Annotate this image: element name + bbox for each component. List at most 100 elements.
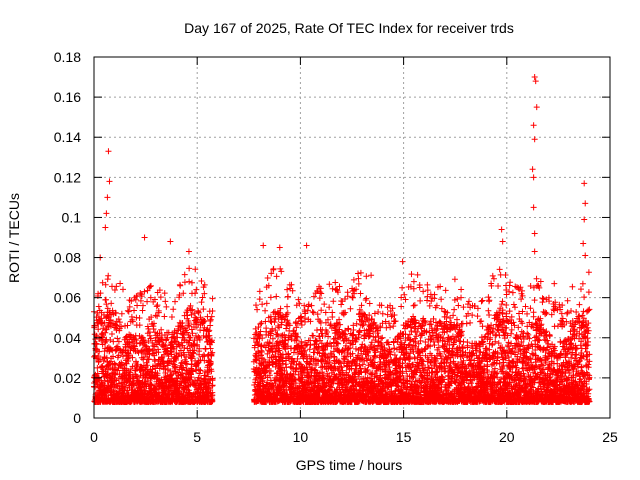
data-point — [371, 310, 378, 317]
data-point — [112, 310, 119, 317]
data-point — [200, 327, 207, 334]
data-point — [141, 339, 148, 346]
data-point — [428, 298, 435, 305]
data-point — [267, 294, 274, 301]
data-point — [147, 283, 154, 290]
data-point — [153, 303, 160, 310]
data-point — [130, 342, 137, 349]
data-point — [186, 278, 193, 285]
data-point — [192, 290, 199, 297]
data-point — [157, 294, 164, 301]
data-point — [181, 271, 188, 278]
data-point — [158, 326, 165, 333]
data-point — [344, 289, 351, 296]
data-point — [136, 322, 143, 329]
data-point — [170, 306, 177, 313]
data-point — [195, 308, 202, 315]
data-point — [188, 311, 195, 318]
data-point — [163, 303, 170, 310]
data-point — [120, 353, 127, 360]
data-point — [112, 371, 119, 378]
data-point — [118, 310, 125, 317]
data-point — [161, 290, 168, 297]
data-point — [114, 367, 121, 374]
data-point — [95, 303, 102, 310]
data-point — [308, 302, 315, 309]
data-point — [363, 295, 370, 302]
data-point — [165, 353, 172, 360]
data-point — [168, 313, 175, 320]
data-point — [420, 288, 427, 295]
data-point — [139, 302, 146, 309]
data-point — [259, 301, 266, 308]
data-point — [350, 326, 357, 333]
data-point — [97, 290, 104, 297]
data-point — [379, 334, 386, 341]
data-point — [174, 378, 181, 385]
data-point — [209, 295, 216, 302]
data-point — [116, 319, 123, 326]
data-point — [256, 288, 263, 295]
data-point — [96, 348, 103, 355]
data-point — [329, 285, 336, 292]
data-point — [442, 287, 449, 294]
data-point — [97, 356, 104, 363]
data-point — [154, 313, 161, 320]
data-point — [125, 352, 132, 359]
data-point — [410, 302, 417, 309]
data-point — [107, 336, 114, 343]
data-point — [94, 364, 101, 371]
data-point — [144, 298, 151, 305]
data-point — [104, 276, 111, 283]
data-point — [184, 312, 191, 319]
data-point — [147, 282, 154, 289]
data-point — [368, 272, 375, 279]
data-point — [124, 322, 131, 329]
data-point — [326, 281, 333, 288]
data-point — [262, 307, 269, 314]
data-point — [136, 377, 143, 384]
data-point — [91, 322, 98, 329]
data-point — [417, 297, 424, 304]
data-point — [95, 290, 102, 297]
data-point — [424, 281, 431, 288]
data-point — [273, 273, 280, 280]
data-point — [128, 297, 135, 304]
data-point — [119, 361, 126, 368]
data-point — [99, 279, 106, 286]
data-point — [136, 314, 143, 321]
data-point — [132, 296, 139, 303]
data-point — [95, 352, 102, 359]
data-point — [146, 346, 153, 353]
data-point — [131, 343, 138, 350]
data-point — [263, 300, 270, 307]
data-point — [147, 294, 154, 301]
data-point — [143, 359, 150, 366]
data-point — [172, 298, 179, 305]
data-point — [306, 346, 313, 353]
data-point — [111, 286, 118, 293]
data-point — [124, 307, 131, 314]
data-point — [137, 290, 144, 297]
data-point — [122, 384, 129, 391]
data-point — [177, 282, 184, 289]
data-point — [162, 298, 169, 305]
data-point — [208, 313, 215, 320]
data-point — [330, 298, 337, 305]
data-point — [293, 302, 300, 309]
data-point — [115, 316, 122, 323]
data-point — [207, 318, 214, 325]
data-point — [347, 305, 354, 312]
data-point — [366, 300, 373, 307]
data-point — [198, 299, 205, 306]
data-point — [95, 326, 102, 333]
data-point — [275, 323, 282, 330]
data-point — [140, 354, 147, 361]
data-point — [95, 374, 102, 381]
data-point — [362, 296, 369, 303]
data-point — [372, 353, 379, 360]
data-point — [150, 320, 157, 327]
data-point — [327, 321, 334, 328]
